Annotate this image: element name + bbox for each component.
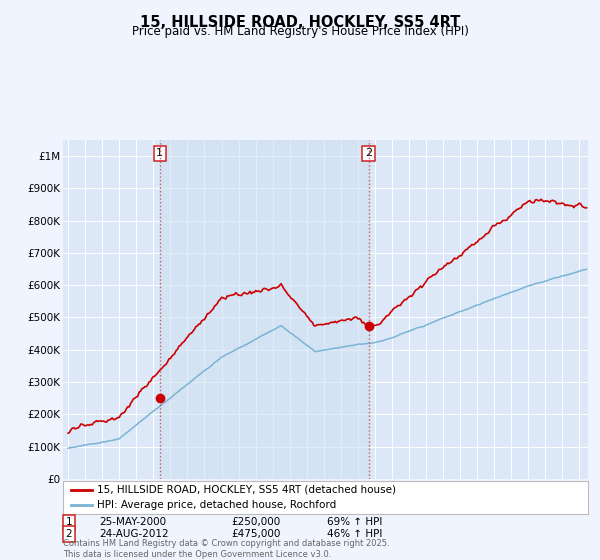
Text: £250,000: £250,000 [231, 517, 280, 528]
Text: 2: 2 [65, 529, 73, 539]
Text: 69% ↑ HPI: 69% ↑ HPI [327, 517, 382, 528]
Text: £475,000: £475,000 [231, 529, 280, 539]
Text: 15, HILLSIDE ROAD, HOCKLEY, SS5 4RT (detached house): 15, HILLSIDE ROAD, HOCKLEY, SS5 4RT (det… [97, 485, 396, 495]
Text: 46% ↑ HPI: 46% ↑ HPI [327, 529, 382, 539]
Text: 25-MAY-2000: 25-MAY-2000 [99, 517, 166, 528]
Text: Price paid vs. HM Land Registry's House Price Index (HPI): Price paid vs. HM Land Registry's House … [131, 25, 469, 38]
Text: Contains HM Land Registry data © Crown copyright and database right 2025.
This d: Contains HM Land Registry data © Crown c… [63, 539, 389, 559]
Text: 24-AUG-2012: 24-AUG-2012 [99, 529, 169, 539]
Text: HPI: Average price, detached house, Rochford: HPI: Average price, detached house, Roch… [97, 501, 337, 510]
Text: 1: 1 [65, 517, 73, 528]
Text: 15, HILLSIDE ROAD, HOCKLEY, SS5 4RT: 15, HILLSIDE ROAD, HOCKLEY, SS5 4RT [140, 15, 460, 30]
Bar [160, 140, 368, 479]
Text: 1: 1 [157, 148, 163, 158]
Text: 2: 2 [365, 148, 372, 158]
